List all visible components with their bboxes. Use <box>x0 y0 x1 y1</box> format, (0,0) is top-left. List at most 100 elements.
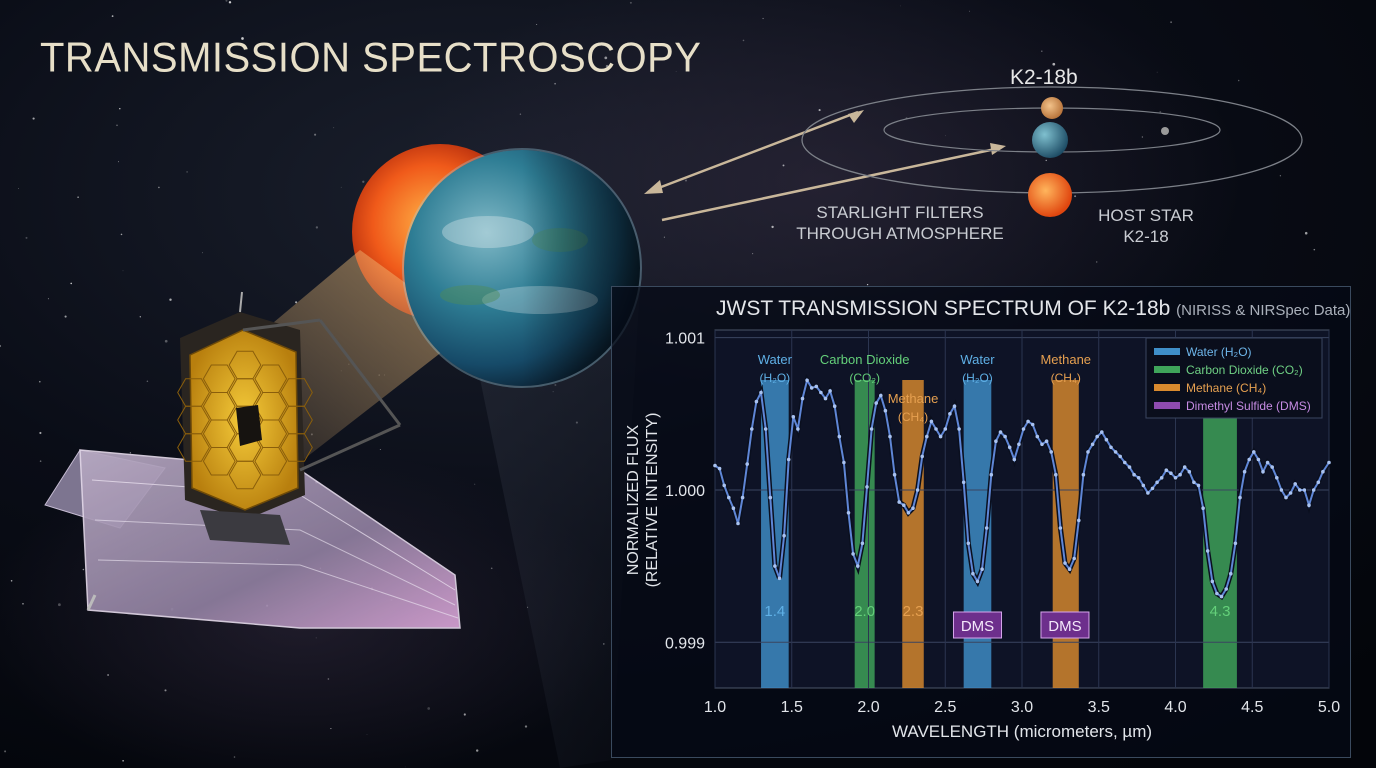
data-point <box>1150 486 1155 491</box>
orbit-host-star <box>1028 173 1072 217</box>
chart-title-main: JWST TRANSMISSION SPECTRUM OF K2-18b <box>716 297 1171 320</box>
star <box>241 37 244 40</box>
host-star-label-line-2: K2-18 <box>1123 227 1169 246</box>
data-point <box>1261 469 1265 474</box>
y-axis-label-line-2: (RELATIVE INTENSITY) <box>644 413 661 588</box>
star <box>25 236 28 239</box>
data-point <box>1136 476 1141 480</box>
y-tick-label: 1.001 <box>665 331 705 348</box>
data-point <box>869 427 874 431</box>
absorption-band <box>1203 380 1237 688</box>
star <box>366 734 368 735</box>
data-point <box>1040 442 1044 447</box>
orbit-tan-planet <box>1041 97 1063 119</box>
star <box>605 64 609 68</box>
star <box>314 133 317 136</box>
data-point <box>980 567 984 571</box>
star <box>201 252 203 254</box>
data-point <box>828 389 832 393</box>
star <box>663 236 665 238</box>
x-tick-label: 1.0 <box>704 699 726 716</box>
data-point <box>1178 472 1182 477</box>
data-point <box>1311 488 1316 492</box>
spectrum-series <box>713 373 1332 601</box>
star <box>4 750 7 753</box>
star <box>1279 175 1282 177</box>
data-point <box>1159 476 1164 480</box>
legend-label: Carbon Dioxide (CO₂) <box>1186 363 1303 377</box>
star <box>379 449 381 451</box>
star <box>116 124 118 127</box>
host-star-label-line-1: HOST STAR <box>1098 206 1194 225</box>
star <box>77 196 79 199</box>
star <box>1045 159 1047 162</box>
data-point <box>1127 465 1132 469</box>
data-point <box>1054 472 1058 477</box>
data-point <box>1067 567 1072 571</box>
data-point <box>1132 472 1136 477</box>
data-point <box>1086 450 1090 454</box>
data-point <box>791 415 796 419</box>
data-point <box>948 412 952 416</box>
data-point <box>800 396 805 401</box>
data-point <box>1077 518 1081 523</box>
legend-swatch <box>1154 366 1180 373</box>
band-formula-label: (CH₄) <box>898 410 928 424</box>
chart-subtitle: (NIRISS & NIRSpec Data) <box>1176 302 1351 319</box>
data-point <box>1104 437 1109 442</box>
exoplanet-k2-18b <box>402 148 642 388</box>
band-formula-label: (H₂O) <box>962 371 993 385</box>
star <box>522 68 524 71</box>
star <box>752 253 754 255</box>
data-point <box>1233 541 1238 546</box>
star <box>70 282 73 285</box>
support-strut-3 <box>299 423 401 472</box>
legend-label: Water (H₂O) <box>1186 345 1252 359</box>
page-title: TRANSMISSION SPECTROSCOPY <box>40 34 702 82</box>
star <box>333 127 335 129</box>
starlight-label-line-1: STARLIGHT FILTERS <box>816 203 984 222</box>
orbit-k2-18b <box>1032 122 1068 158</box>
data-point <box>1035 434 1040 439</box>
star <box>64 315 67 318</box>
secondary-mirror-mount <box>236 405 262 446</box>
mirror-segment <box>202 364 236 393</box>
legend-label: Methane (CH₄) <box>1186 381 1266 395</box>
star <box>111 15 114 17</box>
star <box>47 298 49 300</box>
data-point <box>934 427 938 431</box>
data-point <box>1196 483 1201 488</box>
band-value-label: 4.3 <box>1210 603 1231 620</box>
data-point <box>1100 430 1104 434</box>
star <box>39 460 42 462</box>
data-point <box>1224 587 1228 591</box>
data-point <box>745 462 749 466</box>
orbit-planet-label: K2-18b <box>1010 66 1078 89</box>
data-point <box>1030 422 1035 427</box>
data-point <box>1321 469 1325 474</box>
star <box>39 431 42 435</box>
star <box>771 225 774 229</box>
star <box>684 179 688 182</box>
y-tick-label: 1.000 <box>665 483 705 500</box>
data-point <box>1316 480 1321 485</box>
data-point <box>809 386 814 390</box>
data-point <box>740 495 745 500</box>
dms-marker-label: DMS <box>1048 618 1081 635</box>
data-point <box>777 576 782 581</box>
band-formula-label: (H₂O) <box>760 371 791 385</box>
band-labels: Water (H₂O) 1.4 Carbon Dioxide (CO₂) 2.0 Metha… <box>758 352 1231 620</box>
dms-marker-box <box>952 611 1002 639</box>
data-point <box>713 463 717 468</box>
data-point <box>1252 450 1256 454</box>
band-value-label: 2.3 <box>903 603 924 620</box>
mirror-segment <box>280 433 313 462</box>
star <box>118 161 119 163</box>
data-point <box>731 506 736 511</box>
data-point <box>1182 465 1187 469</box>
data-point <box>782 533 786 538</box>
mirror-segment <box>177 433 210 462</box>
star <box>945 135 946 137</box>
data-point <box>1219 594 1224 599</box>
data-point <box>1058 526 1063 530</box>
